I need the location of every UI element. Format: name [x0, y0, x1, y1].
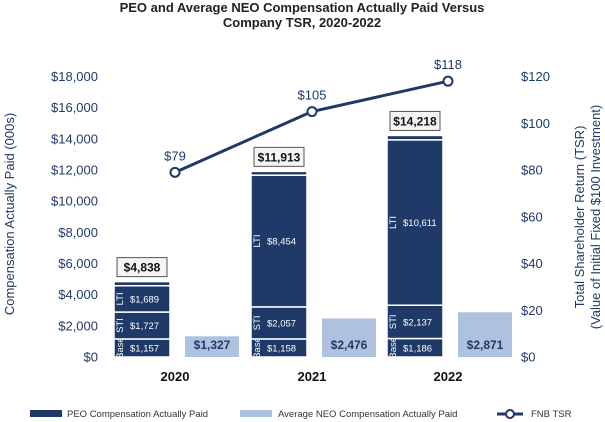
category-label: 2022 — [434, 369, 463, 384]
legend-swatch-peo — [30, 410, 62, 417]
tsr-marker — [442, 75, 454, 87]
neo-bar-value-label: $2,476 — [331, 338, 368, 352]
y-tick-label: $2,000 — [58, 318, 98, 333]
chart-title-line-1: PEO and Average NEO Compensation Actuall… — [120, 0, 485, 15]
neo-bar — [185, 336, 239, 357]
category-label: 2020 — [161, 369, 190, 384]
y2-tick-label: $60 — [521, 209, 543, 224]
peo-segment-value-label: $8,454 — [267, 237, 296, 248]
legend-label-tsr: FNB TSR — [531, 409, 572, 420]
tsr-value-label: $105 — [298, 88, 327, 103]
y-tick-label: $0 — [84, 350, 98, 365]
tsr-marker — [306, 106, 318, 118]
peo-segment-value-label: $10,611 — [403, 218, 437, 229]
peo-segment-component-label: LTI — [388, 216, 399, 229]
peo-segment-value-label: $1,689 — [130, 294, 159, 305]
legend-label-peo: PEO Compensation Actually Paid — [67, 409, 208, 420]
peo-total-box — [116, 257, 168, 278]
peo-total-label: $14,218 — [393, 114, 437, 128]
y-tick-label: $8,000 — [58, 225, 98, 240]
peo-segment-component-label: Base — [115, 337, 126, 359]
y2-axis-title-line-1: Total Shareholder Return (TSR) — [572, 126, 587, 309]
y-tick-label: $10,000 — [51, 194, 98, 209]
category-label: 2021 — [298, 369, 327, 384]
peo-segment-component-label: Base — [388, 337, 399, 359]
chart-title-line-2: Company TSR, 2020-2022 — [223, 15, 381, 30]
peo-bar-segment — [113, 311, 171, 340]
y-axis-title: Compensation Actually Paid (000s) — [2, 113, 17, 315]
peo-segment-component-label: STI — [115, 318, 126, 333]
peo-segment-value-label: $2,057 — [267, 318, 296, 329]
tsr-value-label: $118 — [434, 57, 462, 72]
tsr-marker — [169, 166, 181, 178]
neo-bar — [458, 312, 512, 357]
y-tick-label: $12,000 — [51, 163, 98, 178]
legend-label-neo: Average NEO Compensation Actually Paid — [278, 409, 457, 420]
y2-tick-label: $80 — [521, 163, 543, 178]
peo-total-label: $11,913 — [258, 150, 301, 164]
y-tick-label: $14,000 — [51, 131, 98, 146]
peo-bar-segment — [386, 134, 444, 141]
peo-segment-component-label: STI — [252, 316, 263, 331]
y-tick-label: $4,000 — [58, 287, 98, 302]
peo-segment-component-label: LTI — [252, 235, 263, 248]
y2-tick-label: $40 — [521, 256, 543, 271]
peo-segment-value-label: $2,137 — [403, 317, 432, 328]
legend-swatch-neo — [240, 410, 272, 417]
peo-segment-value-label: $1,157 — [130, 343, 159, 354]
neo-bar-value-label: $1,327 — [194, 338, 231, 352]
peo-total-box — [253, 146, 305, 167]
peo-total-box — [389, 110, 441, 131]
y2-tick-label: $20 — [521, 303, 543, 318]
neo-bar — [322, 318, 376, 357]
y-tick-label: $16,000 — [51, 100, 98, 115]
y-tick-label: $6,000 — [58, 256, 98, 271]
peo-segment-value-label: $1,158 — [267, 343, 296, 354]
y2-tick-label: $0 — [521, 350, 535, 365]
y2-axis-title-line-2: (Value of Initial Fixed $100 Investment) — [588, 105, 603, 330]
neo-bar-value-label: $2,871 — [467, 338, 504, 352]
y2-tick-label: $120 — [521, 69, 550, 84]
y-tick-label: $18,000 — [51, 69, 98, 84]
peo-bar-segment — [250, 174, 308, 308]
peo-segment-component-label: Base — [252, 337, 263, 359]
peo-bar-segment — [250, 170, 308, 176]
peo-segment-value-label: $1,727 — [130, 321, 159, 332]
peo-bar-segment — [113, 280, 171, 287]
peo-segment-component-label: STI — [388, 314, 399, 329]
legend-marker-tsr — [505, 409, 515, 419]
peo-segment-component-label: LTI — [115, 292, 126, 305]
peo-total-label: $4,838 — [124, 261, 161, 275]
y2-tick-label: $100 — [521, 116, 550, 131]
tsr-value-label: $79 — [164, 148, 186, 163]
peo-segment-value-label: $1,186 — [403, 343, 432, 354]
